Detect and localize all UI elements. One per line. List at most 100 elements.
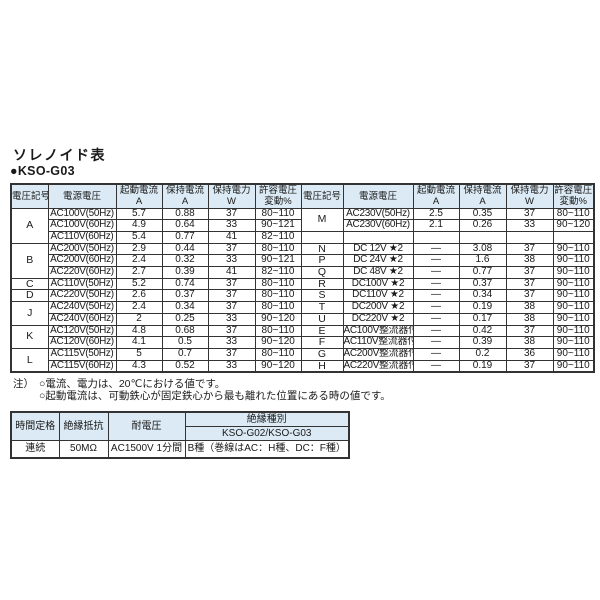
value-cell: —: [412, 347, 460, 361]
value-cell: —: [412, 324, 460, 338]
source-voltage-cell: AC230V(60Hz): [342, 219, 414, 232]
model-code: KSO-G03: [17, 164, 75, 178]
table-row: AC240V(60Hz) 2 0.25 33 90~120 U DC220V ★2—0.17…: [11, 312, 595, 326]
value-cell: 90~110: [552, 242, 595, 256]
table-row: AC200V(60Hz) 2.4 0.32 33 90~121 P DC 24V ★2—1.…: [11, 254, 595, 268]
voltage-symbol-cell: P: [300, 254, 344, 268]
value-cell: —: [412, 242, 460, 256]
value-cell: 90~110: [552, 277, 595, 291]
voltage-symbol-cell: T: [300, 301, 344, 314]
source-voltage-cell: AC120V(60Hz): [47, 336, 117, 349]
voltage-symbol-cell: C: [10, 277, 49, 291]
source-voltage-cell: AC100V(50Hz): [47, 207, 117, 221]
value-cell: 0.44: [161, 242, 209, 256]
value-cell: 2: [115, 312, 163, 326]
source-voltage-cell: AC220V(50Hz): [47, 289, 117, 303]
value-cell: 4.3: [115, 359, 163, 373]
value-cell: 90~120: [552, 219, 595, 232]
column-header-holding-power: 保持電力 W: [207, 183, 256, 209]
table-row: AC120V(60Hz) 4.1 0.5 33 90~120 F AC110V整流器付 —0.…: [11, 336, 595, 349]
column-header-voltage-fluctuation: 許容電圧 変動%: [254, 183, 302, 209]
source-voltage-cell: AC200V(50Hz): [47, 242, 117, 256]
value-cell: 0.88: [161, 207, 209, 221]
value-cell: 0.7: [161, 347, 209, 361]
value-cell: 80~110: [254, 207, 302, 221]
notes: 注） ○電流、電力は、20℃における値です。 ○起動電流は、可動鉄心が固定鉄心か…: [13, 378, 391, 402]
source-voltage-cell: AC220V(60Hz): [47, 266, 117, 279]
table-body: A AC100V(50Hz) 5.7 0.88 37 80~110 M AC230V(50Hz…: [10, 207, 595, 373]
voltage-symbol-cell: F: [300, 336, 344, 349]
value-cell: 2.7: [115, 266, 163, 279]
value-cell: 37: [505, 242, 554, 256]
value-cell: 37: [207, 301, 256, 314]
value-cell: 0.2: [458, 347, 507, 361]
table-row: A AC100V(50Hz) 5.7 0.88 37 80~110 M AC230V(50Hz…: [10, 207, 595, 244]
source-voltage-cell: DC 24V ★2: [342, 254, 414, 268]
value-cell: 0.34: [458, 289, 507, 303]
value-cell: —: [412, 301, 460, 314]
table-row: D AC220V(50Hz) 2.6 0.37 37 80~110 S DC110V ★2—0…: [10, 289, 595, 303]
value-cell: 4.8: [115, 324, 163, 338]
column-header-voltage-fluctuation: 許容電圧 変動%: [552, 183, 595, 209]
note-prefix: 注）: [13, 378, 34, 390]
value-cell: 80~110: [254, 242, 302, 256]
source-voltage-cell: AC230V(50Hz): [342, 207, 414, 221]
value-cell: 38: [505, 312, 554, 326]
value-cell: 90~121: [254, 219, 302, 232]
value-cell: 90~110: [552, 254, 595, 268]
voltage-symbol-cell: D: [10, 289, 49, 303]
value-cell: 0.35: [458, 207, 507, 221]
column-header-inrush-current: 起動電流 A: [115, 183, 163, 209]
value-cell: 37: [505, 207, 554, 221]
value-cell: 37: [505, 324, 554, 338]
value-cell: 82~110: [254, 266, 302, 279]
source-voltage-cell: DC 12V ★2: [342, 242, 414, 256]
column-header-inrush-current: 起動電流 A: [412, 183, 460, 209]
value-cell: 37: [505, 359, 554, 373]
rating-table: 時間定格 絶縁抵抗 耐電圧 絶縁種別 KSO-G02/KSO-G03 連続 50…: [10, 411, 350, 459]
value-cell: [458, 230, 507, 244]
value-cell: 0.68: [161, 324, 209, 338]
source-voltage-cell: DC200V ★2: [342, 301, 414, 314]
value-cell: 90~110: [552, 359, 595, 373]
table-row: AC220V(60Hz) 2.7 0.39 41 82~110 Q DC 48V ★2—0.…: [11, 266, 595, 279]
value-cell: 5.7: [115, 207, 163, 221]
table-row: C AC110V(50Hz) 5.2 0.74 37 80~110 R DC100V ★2—0…: [10, 277, 595, 291]
source-voltage-cell: DC220V ★2: [342, 312, 414, 326]
value-cell: 41: [207, 230, 256, 244]
column-header-source-voltage: 電源電圧: [342, 183, 414, 209]
source-voltage-cell: AC110V(50Hz): [47, 277, 117, 291]
value-cell: 90~110: [552, 312, 595, 326]
source-voltage-cell: AC110V(60Hz): [47, 230, 117, 244]
value-cell: 37: [207, 347, 256, 361]
column-header-time-rating: 時間定格: [10, 411, 60, 441]
table-row: B AC200V(50Hz) 2.9 0.44 37 80~110 N DC 12V ★2—3…: [10, 242, 595, 279]
table-row: J AC240V(50Hz) 2.4 0.34 37 80~110 T DC200V ★2—0…: [10, 301, 595, 326]
voltage-symbol-cell: G: [300, 347, 344, 361]
value-cell: 80~110: [254, 289, 302, 303]
source-voltage-cell: AC100V整流器付: [342, 324, 414, 338]
value-cell: 2.4: [115, 301, 163, 314]
rating-header-row-1: 時間定格 絶縁抵抗 耐電圧 絶縁種別: [10, 411, 350, 441]
value-cell: —: [412, 336, 460, 349]
value-cell: 0.34: [161, 301, 209, 314]
value-cell: 33: [207, 219, 256, 232]
value-cell: 0.64: [161, 219, 209, 232]
value-cell: 38: [505, 254, 554, 268]
column-header-voltage-symbol: 電圧記号: [10, 183, 49, 209]
value-cell: 90~110: [552, 289, 595, 303]
value-cell: 5: [115, 347, 163, 361]
value-cell: 4.1: [115, 336, 163, 349]
value-cell: 2.9: [115, 242, 163, 256]
value-cell: 37: [207, 242, 256, 256]
insulation-class-cell: B種（巻線はAC：H種、DC：F種）: [184, 440, 350, 459]
value-cell: 0.39: [161, 266, 209, 279]
value-cell: —: [412, 254, 460, 268]
voltage-symbol-cell: K: [10, 324, 49, 349]
value-cell: 2.6: [115, 289, 163, 303]
value-cell: 37: [207, 324, 256, 338]
voltage-symbol-cell: B: [10, 242, 49, 279]
value-cell: 37: [207, 277, 256, 291]
value-cell: 0.25: [161, 312, 209, 326]
value-cell: 0.32: [161, 254, 209, 268]
